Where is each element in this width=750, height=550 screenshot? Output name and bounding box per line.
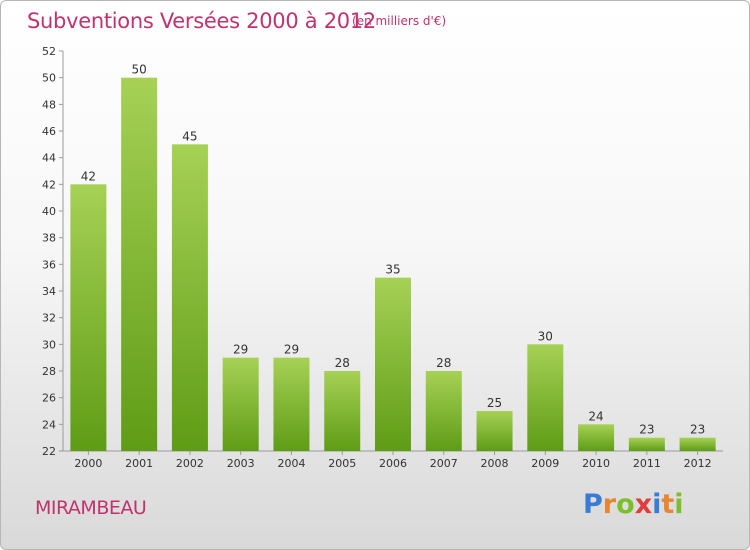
bar-value-label: 23 xyxy=(690,423,705,437)
bar-2008[interactable] xyxy=(476,411,513,451)
chart-title: Subventions Versées 2000 à 2012 xyxy=(27,9,376,33)
bar-value-label: 23 xyxy=(639,423,654,437)
x-tick-label: 2001 xyxy=(125,457,153,470)
logo-letter: P xyxy=(583,489,603,520)
bar-value-label: 29 xyxy=(233,343,248,357)
x-tick-label: 2007 xyxy=(430,457,458,470)
proxiti-logo[interactable]: Proxiti xyxy=(583,489,684,520)
y-tick-label: 28 xyxy=(42,365,56,378)
logo-letter: i xyxy=(652,489,662,520)
y-tick-label: 32 xyxy=(42,312,56,325)
bar-2012[interactable] xyxy=(679,437,716,451)
x-tick-label: 2005 xyxy=(328,457,356,470)
bar-2001[interactable] xyxy=(121,77,158,452)
logo-letter: i xyxy=(674,489,684,520)
bar-2003[interactable] xyxy=(222,357,259,451)
x-tick-label: 2002 xyxy=(176,457,204,470)
bar-2011[interactable] xyxy=(628,437,665,451)
x-tick-label: 2009 xyxy=(531,457,559,470)
chart-subtitle: (en milliers d'€) xyxy=(352,14,447,28)
bar-2006[interactable] xyxy=(375,277,411,451)
logo-letter: o xyxy=(616,489,635,520)
bar-2005[interactable] xyxy=(324,371,361,451)
x-tick-label: 2006 xyxy=(379,457,407,470)
bar-value-label: 42 xyxy=(81,169,96,183)
y-tick-label: 44 xyxy=(42,152,56,165)
y-tick-label: 50 xyxy=(42,72,56,85)
x-axis: 2000 2001 2002 2003 2004 2005 2006 2007 2008 2009… xyxy=(63,450,723,470)
y-tick-label: 40 xyxy=(42,205,56,218)
x-tick-label: 2000 xyxy=(74,457,102,470)
bar-value-label: 35 xyxy=(385,263,400,277)
y-tick-label: 42 xyxy=(42,178,56,191)
y-tick-label: 24 xyxy=(42,418,56,431)
bar-value-label: 30 xyxy=(538,329,553,343)
bar-value-label: 28 xyxy=(436,356,451,370)
x-tick-label: 2008 xyxy=(481,457,509,470)
commune-name: MIRAMBEAU xyxy=(35,497,147,519)
bar-value-label: 28 xyxy=(335,356,350,370)
bar-value-label: 24 xyxy=(588,409,603,423)
bar-value-label: 50 xyxy=(132,63,147,77)
y-axis: 22 24 26 28 30 32 34 36 38 40 42 44 46 48 50 52 xyxy=(42,45,64,458)
y-tick-label: 22 xyxy=(42,445,56,458)
bar-2002[interactable] xyxy=(171,144,208,452)
logo-letter: r xyxy=(602,489,617,520)
bar-value-label: 25 xyxy=(487,396,502,410)
bar-2009[interactable] xyxy=(527,344,564,451)
y-tick-label: 52 xyxy=(42,45,56,58)
bar-2000[interactable] xyxy=(70,184,107,452)
x-tick-label: 2003 xyxy=(227,457,255,470)
y-tick-label: 26 xyxy=(42,392,56,405)
x-tick-label: 2011 xyxy=(633,457,661,470)
y-tick-label: 38 xyxy=(42,232,56,245)
y-tick-label: 30 xyxy=(42,338,56,351)
bar-2004[interactable] xyxy=(273,357,310,451)
x-tick-label: 2012 xyxy=(684,457,712,470)
logo-letter: t xyxy=(661,489,675,520)
bar-value-label: 45 xyxy=(182,129,197,143)
bar-2010[interactable] xyxy=(578,424,615,451)
y-tick-label: 46 xyxy=(42,125,56,138)
y-tick-label: 36 xyxy=(42,258,56,271)
logo-letter: x xyxy=(634,489,653,520)
x-tick-label: 2010 xyxy=(582,457,610,470)
y-tick-label: 48 xyxy=(42,98,56,111)
bar-value-label: 29 xyxy=(284,343,299,357)
x-tick-label: 2004 xyxy=(277,457,305,470)
y-tick-label: 34 xyxy=(42,285,56,298)
bar-2007[interactable] xyxy=(425,371,462,451)
bars: 42 50 45 29 29 28 35 28 25 30 24 23 23 xyxy=(70,63,716,452)
